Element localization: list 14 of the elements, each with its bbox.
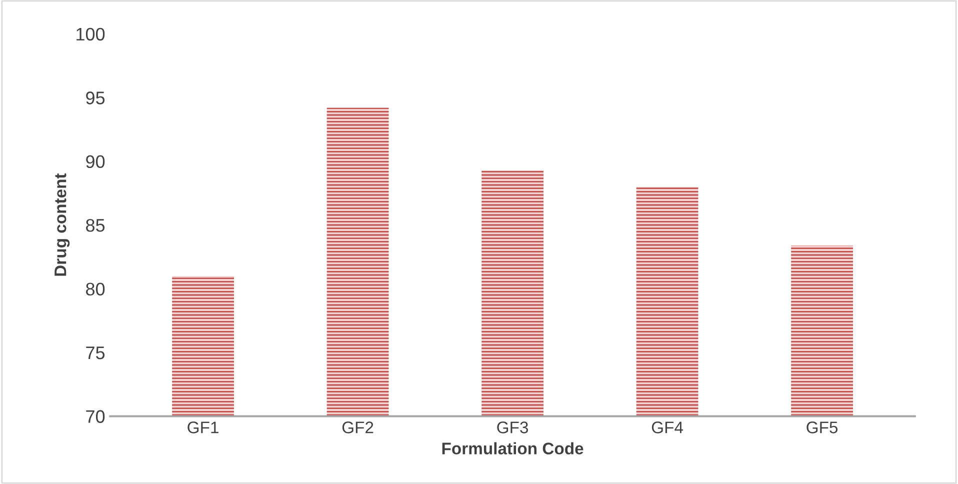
x-tick-label: GF2 bbox=[342, 422, 374, 434]
x-tick-label: GF4 bbox=[652, 422, 684, 434]
y-tick-label: 75 bbox=[86, 346, 105, 360]
y-tick-label: 90 bbox=[86, 155, 105, 168]
x-tick-label: GF1 bbox=[188, 422, 218, 434]
x-tick-label: GF5 bbox=[806, 422, 838, 434]
y-tick-label: 95 bbox=[86, 92, 105, 104]
y-tick-label: 80 bbox=[86, 282, 105, 296]
y-tick-label: 100 bbox=[76, 28, 105, 41]
y-axis-title: Drug content bbox=[54, 173, 70, 276]
x-axis-title: Formulation Code bbox=[442, 442, 584, 454]
x-tick-label: GF3 bbox=[497, 422, 528, 434]
y-tick-label: 85 bbox=[86, 218, 105, 232]
y-tick-label: 70 bbox=[86, 410, 105, 423]
